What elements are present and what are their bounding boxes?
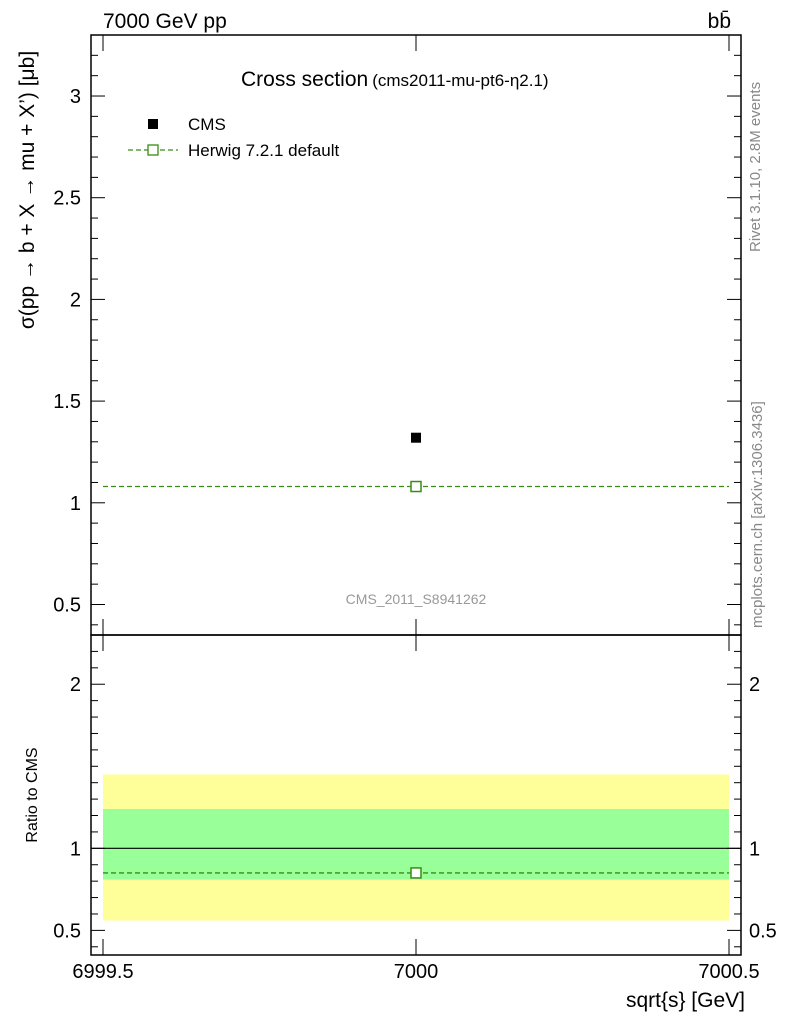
- x-ticks: 6999.5 7000 7000.5: [72, 35, 760, 983]
- main-y-tick-label: 3: [70, 86, 81, 108]
- watermark: CMS_2011_S8941262: [346, 591, 487, 607]
- ratio-y-tick-label: 0.5: [53, 920, 81, 942]
- ratio-y-tick-label: 1: [70, 838, 81, 860]
- ratio-y-tick-label: 2: [70, 674, 81, 696]
- mcplots-label: mcplots.cern.ch [arXiv:1306.3436]: [749, 401, 766, 628]
- legend-herwig-marker: [147, 144, 159, 156]
- ratio-y-tick-label-right: 0.5: [749, 920, 777, 942]
- ratio-panel: 0.5 0.5 1 1 2 2 Ratio to CMS 6999.5 7000 7000.5…: [24, 35, 777, 1012]
- x-tick-label: 7000.5: [698, 961, 759, 983]
- main-panel: 0.5 1 1.5 2 2.5 3 σ(pp → b + X → mu + X’) [μb…: [16, 34, 742, 636]
- x-tick-label: 6999.5: [72, 961, 133, 983]
- legend-herwig-label: Herwig 7.2.1 default: [188, 141, 339, 160]
- main-y-tick-label: 2: [70, 289, 81, 311]
- legend-cms-marker: [148, 119, 158, 129]
- ratio-herwig-point: [410, 867, 422, 879]
- ratio-y-axis-label: Ratio to CMS: [24, 747, 41, 842]
- ratio-y-ticks: 0.5 0.5 1 1 2 2: [53, 650, 777, 948]
- energy-label: 7000 GeV pp: [103, 10, 227, 33]
- x-tick-label: 7000: [394, 961, 439, 983]
- main-y-tick-label: 0.5: [53, 594, 81, 616]
- main-y-axis-label: σ(pp → b + X → mu + X’) [μb]: [16, 51, 39, 329]
- herwig-point: [410, 480, 422, 493]
- rivet-label: Rivet 3.1.10, 2.8M events: [747, 82, 764, 252]
- ratio-series: [91, 847, 741, 879]
- legend: CMS Herwig 7.2.1 default: [128, 115, 339, 160]
- cms-point: [411, 432, 421, 443]
- main-y-ticks: 0.5 1 1.5 2 2.5 3: [53, 54, 741, 626]
- main-series: [103, 432, 729, 493]
- ratio-y-tick-label-right: 1: [749, 838, 760, 860]
- process-label: bb̄: [708, 10, 731, 33]
- legend-cms-label: CMS: [188, 115, 226, 134]
- ratio-y-tick-label-right: 2: [749, 674, 760, 696]
- main-y-tick-label: 1.5: [53, 391, 81, 413]
- chart-title-main: Cross section: [241, 68, 368, 91]
- x-axis-label: sqrt{s} [GeV]: [626, 989, 745, 1012]
- ratio-bands: [103, 774, 729, 921]
- main-y-tick-label: 2.5: [53, 188, 81, 210]
- main-y-tick-label: 1: [70, 493, 81, 515]
- chart-title-sub: (cms2011-mu-pt6-η2.1): [372, 71, 548, 90]
- chart-title: Cross section (cms2011-mu-pt6-η2.1): [241, 68, 549, 91]
